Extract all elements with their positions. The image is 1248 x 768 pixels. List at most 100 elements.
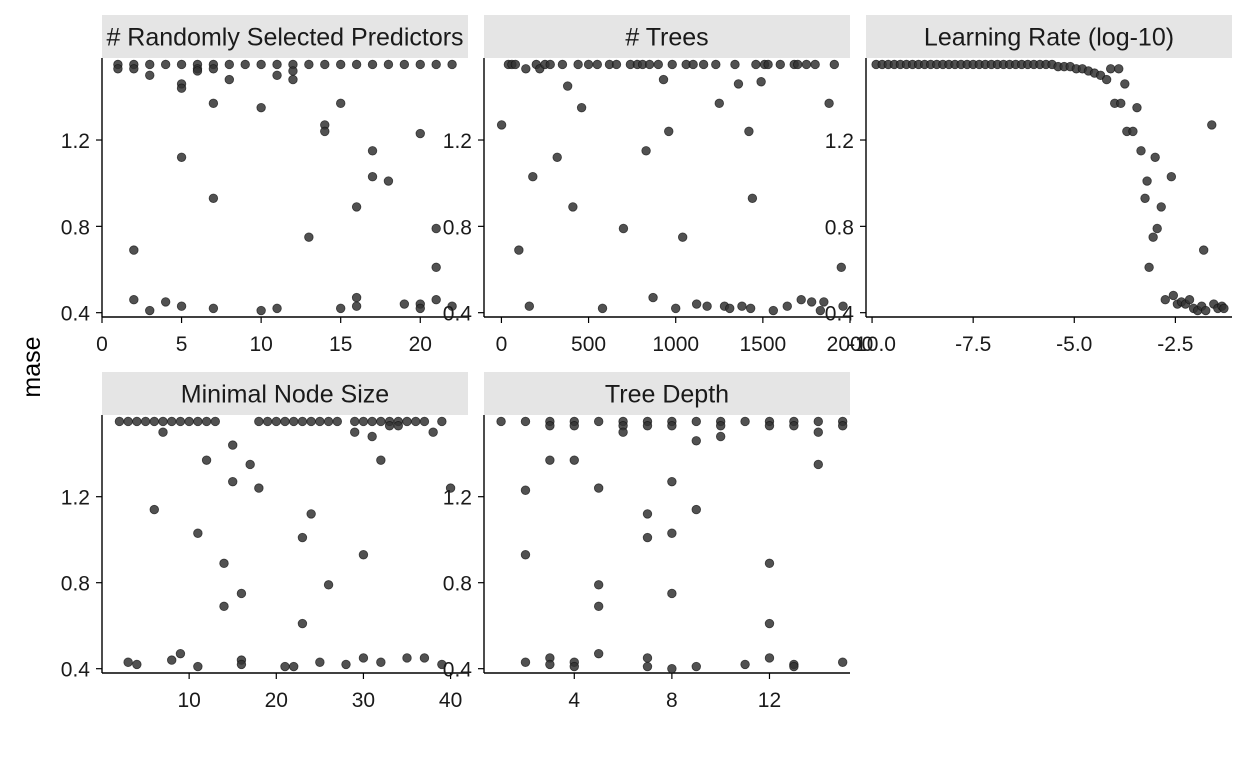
data-point: [1160, 295, 1170, 305]
data-point: [793, 59, 803, 70]
data-point: [691, 299, 702, 309]
data-point: [642, 653, 653, 663]
data-point: [201, 416, 212, 427]
data-point: [323, 580, 334, 590]
data-point: [160, 59, 171, 70]
x-tick-label: 1000: [652, 333, 699, 356]
data-point: [740, 659, 750, 670]
data-point: [320, 59, 330, 70]
y-tick-label: 1.2: [443, 130, 472, 153]
x-tick-label: 4: [568, 689, 580, 712]
data-point: [335, 59, 346, 70]
data-point: [297, 416, 308, 427]
data-point: [351, 301, 362, 311]
facet-title: Tree Depth: [605, 381, 729, 409]
data-point: [167, 416, 177, 427]
data-point: [667, 476, 677, 487]
data-point: [367, 431, 377, 442]
data-point: [367, 59, 378, 70]
data-point: [691, 661, 701, 672]
data-point: [367, 416, 377, 427]
data-point: [836, 262, 846, 273]
y-axis-label: mase: [18, 336, 46, 397]
data-point: [569, 661, 579, 672]
data-point: [1152, 223, 1162, 234]
data-point: [667, 59, 677, 70]
data-point: [611, 59, 622, 70]
data-point: [335, 303, 346, 314]
data-point: [733, 79, 744, 89]
data-point: [545, 659, 555, 670]
data-point: [592, 59, 602, 70]
data-point: [737, 301, 747, 311]
data-point: [1166, 172, 1177, 182]
data-point: [1136, 146, 1146, 156]
data-point: [768, 305, 779, 316]
data-point: [688, 59, 698, 70]
data-point: [140, 416, 151, 427]
data-point: [129, 64, 139, 74]
data-point: [402, 653, 412, 663]
data-point: [796, 295, 806, 305]
data-point: [1140, 193, 1150, 203]
data-point: [437, 416, 447, 427]
y-tick-label: 0.8: [443, 573, 472, 596]
data-point: [176, 152, 187, 162]
data-point: [813, 427, 823, 437]
data-point: [597, 303, 608, 314]
data-point: [431, 59, 441, 70]
data-point: [813, 459, 823, 470]
data-point: [289, 661, 299, 672]
data-point: [667, 588, 677, 599]
data-point: [1198, 245, 1209, 255]
data-point: [557, 59, 568, 70]
data-point: [1142, 176, 1152, 186]
data-point: [801, 59, 812, 70]
data-point: [315, 657, 325, 667]
data-point: [236, 659, 247, 670]
data-point: [149, 416, 159, 427]
data-point: [545, 59, 555, 70]
data-point: [123, 657, 133, 667]
x-tick-label: -2.5: [1157, 333, 1193, 356]
data-point: [376, 455, 386, 465]
data-point: [642, 532, 653, 543]
data-point: [208, 98, 219, 109]
data-point: [745, 303, 756, 314]
data-point: [350, 427, 360, 437]
data-point: [593, 580, 604, 590]
data-point: [176, 59, 187, 70]
x-tick-label: 10: [249, 333, 272, 356]
data-point: [1184, 295, 1195, 305]
data-point: [228, 440, 238, 450]
data-point: [667, 664, 677, 674]
data-point: [236, 588, 247, 599]
data-point: [315, 416, 325, 427]
data-point: [208, 193, 219, 203]
data-point: [667, 421, 677, 431]
data-point: [129, 245, 139, 255]
data-point: [192, 66, 203, 76]
data-point: [658, 74, 669, 85]
data-point: [160, 297, 171, 307]
data-point: [764, 653, 775, 663]
data-point: [521, 64, 531, 74]
data-point: [648, 292, 658, 303]
data-point: [1101, 74, 1112, 85]
data-point: [431, 295, 441, 305]
x-tick-label: -7.5: [955, 333, 991, 356]
x-tick-label: -5.0: [1056, 333, 1092, 356]
data-point: [1144, 262, 1154, 273]
x-tick-label: 20: [409, 333, 432, 356]
data-point: [711, 59, 721, 70]
data-point: [715, 421, 726, 431]
data-point: [129, 295, 139, 305]
data-point: [208, 64, 219, 74]
data-point: [167, 655, 177, 665]
data-point: [691, 416, 701, 427]
y-tick-label: 1.2: [61, 487, 90, 510]
x-tick-label: 8: [666, 689, 678, 712]
y-tick-label: 0.4: [443, 659, 473, 682]
data-point: [350, 416, 360, 427]
